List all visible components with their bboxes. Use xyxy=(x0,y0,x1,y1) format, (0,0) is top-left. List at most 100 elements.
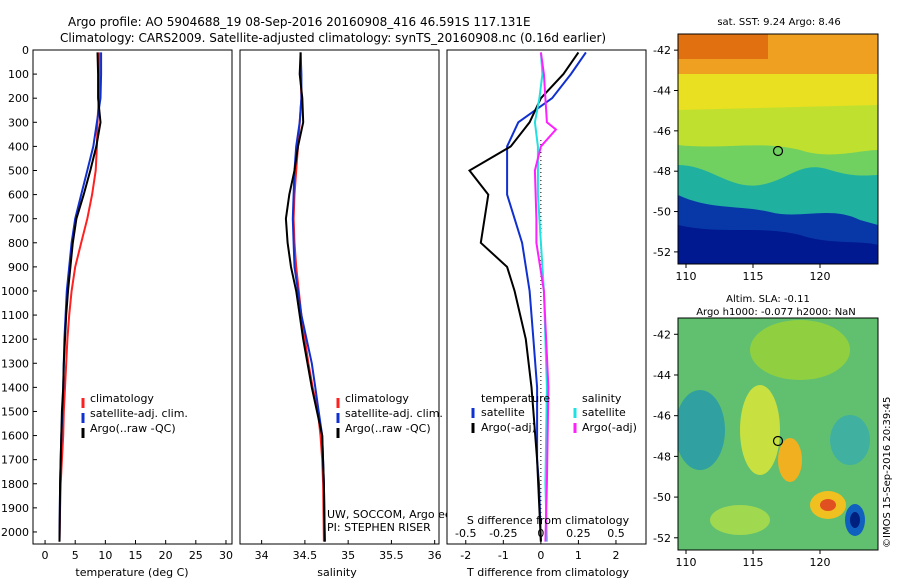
x-tick-label: 5 xyxy=(72,549,79,562)
s-tick-label: 0 xyxy=(537,527,544,540)
t-tick-label: 2 xyxy=(612,549,619,562)
sla-map-lon-ticks: 110 115 120 xyxy=(676,550,831,569)
salinity-xlabel: salinity xyxy=(317,566,357,579)
salinity-panel: 34 34.5 35 35.5 36 salinity climatology sate… xyxy=(239,49,497,579)
s-difference-label: S difference from climatology xyxy=(467,514,630,527)
sst-map-lon-ticks: 110 115 120 xyxy=(676,264,831,283)
sla-map-frame xyxy=(677,317,879,551)
lon-tick-label: 110 xyxy=(676,270,697,283)
series-line-argo-raw-qc- xyxy=(284,52,326,542)
legend-title-temperature: temperature xyxy=(481,392,550,405)
depth-tick-label: 1200 xyxy=(1,333,29,346)
x-tick-label: 35 xyxy=(341,549,355,562)
x-tick-label: 34.5 xyxy=(293,549,318,562)
lat-tick-label: -50 xyxy=(653,206,671,219)
x-tick-label: 20 xyxy=(159,549,173,562)
salinity-axis-ticks: 34 34.5 35 35.5 36 xyxy=(255,540,442,562)
lat-tick-label: -52 xyxy=(653,246,671,259)
sst-map-title: sat. SST: 9.24 Argo: 8.46 xyxy=(717,17,840,28)
depth-tick-label: 1800 xyxy=(1,478,29,491)
s-tick-label: 0.5 xyxy=(607,527,625,540)
depth-tick-label: 100 xyxy=(8,68,29,81)
header-title-line1: Argo profile: AO 5904688_19 08-Sep-2016 … xyxy=(68,15,531,29)
temperature-plot-frame xyxy=(32,49,233,545)
depth-tick-label: 1400 xyxy=(1,381,29,394)
depth-axis-ticks: 0 100 200 300 400 500 600 700 800 900 1000 1100 1200… xyxy=(1,44,37,539)
depth-tick-label: 1600 xyxy=(1,430,29,443)
lon-tick-label: 110 xyxy=(676,556,697,569)
sla-map-image xyxy=(678,318,878,550)
depth-tick-label: 300 xyxy=(8,116,29,129)
s-tick-label: -0.25 xyxy=(489,527,517,540)
temperature-axis-ticks: 0 5 10 15 20 25 30 xyxy=(42,540,233,562)
legend-argo: Argo(..raw -QC) xyxy=(345,422,431,435)
difference-series xyxy=(468,51,587,544)
series-line-satellite-adj-clim- xyxy=(291,52,326,542)
depth-tick-label: 1100 xyxy=(1,309,29,322)
t-tick-label: -1 xyxy=(498,549,509,562)
salinity-plot-frame xyxy=(239,49,440,545)
difference-panel: -2 -1 0 1 2 -0.5 -0.25 0 0.25 0.5 S difference fr… xyxy=(446,49,647,579)
depth-tick-label: 600 xyxy=(8,189,29,202)
series-line-s-argo-adj- xyxy=(533,52,558,542)
depth-tick-label: 900 xyxy=(8,261,29,274)
x-tick-label: 15 xyxy=(129,549,143,562)
legend-satellite: satellite-adj. clim. xyxy=(90,407,188,420)
legend-argo: Argo(..raw -QC) xyxy=(90,422,176,435)
lat-tick-label: -48 xyxy=(653,450,671,463)
temperature-panel: 0100200300400500600700800900100011001200… xyxy=(1,44,233,579)
series-line-climatology xyxy=(58,52,101,542)
argo-location-marker xyxy=(772,145,784,157)
argo-location-marker xyxy=(772,435,784,447)
lat-tick-label: -46 xyxy=(653,125,671,138)
legend-climatology: climatology xyxy=(90,392,154,405)
pi-name: PI: STEPHEN RISER xyxy=(327,521,431,534)
sst-map-image xyxy=(678,34,878,264)
legend-t-argo: Argo(-adj) xyxy=(481,421,536,434)
lat-tick-label: -44 xyxy=(653,84,671,97)
lon-tick-label: 115 xyxy=(743,556,764,569)
legend-satellite: satellite-adj. clim. xyxy=(345,407,443,420)
t-difference-label: T difference from climatology xyxy=(466,566,629,579)
difference-axis-ticks: -2 -1 0 1 2 -0.5 -0.25 0 0.25 0.5 xyxy=(455,527,625,562)
legend-climatology: climatology xyxy=(345,392,409,405)
legend-s-argo: Argo(-adj) xyxy=(582,421,637,434)
difference-legend: temperature satellite Argo(-adj) salinit… xyxy=(471,392,637,434)
salinity-legend: climatology satellite-adj. clim. Argo(..… xyxy=(336,392,443,438)
lon-tick-label: 120 xyxy=(810,556,831,569)
temperature-xlabel: temperature (deg C) xyxy=(75,566,188,579)
depth-tick-label: 500 xyxy=(8,164,29,177)
depth-tick-label: 400 xyxy=(8,140,29,153)
sla-map-lat-ticks: -42 -44 -46 -48 -50 -52 xyxy=(653,328,678,545)
sla-map-panel: Altim. SLA: -0.11 Argo h1000: -0.077 h20… xyxy=(653,294,879,569)
x-tick-label: 36 xyxy=(428,549,442,562)
depth-tick-label: 1700 xyxy=(1,454,29,467)
x-tick-label: 10 xyxy=(98,549,112,562)
imos-timestamp: ©IMOS 15-Sep-2016 20:39:45 xyxy=(882,397,893,548)
depth-tick-label: 2000 xyxy=(1,526,29,539)
x-tick-label: 35.5 xyxy=(379,549,404,562)
lat-tick-label: -46 xyxy=(653,410,671,423)
lat-tick-label: -50 xyxy=(653,491,671,504)
salinity-series xyxy=(284,52,326,542)
t-tick-label: 0 xyxy=(537,549,544,562)
lat-tick-label: -48 xyxy=(653,165,671,178)
lat-tick-label: -42 xyxy=(653,328,671,341)
header-title-line2: Climatology: CARS2009. Satellite-adjuste… xyxy=(60,31,606,45)
temperature-legend: climatology satellite-adj. clim. Argo(..… xyxy=(81,392,188,438)
legend-t-satellite: satellite xyxy=(481,406,525,419)
x-tick-label: 30 xyxy=(219,549,233,562)
sla-map-title2: Argo h1000: -0.077 h2000: NaN xyxy=(696,307,856,318)
sst-map-frame xyxy=(677,33,879,265)
s-tick-label: 0.25 xyxy=(566,527,591,540)
legend-title-salinity: salinity xyxy=(582,392,622,405)
depth-tick-label: 0 xyxy=(22,44,29,57)
t-tick-label: -2 xyxy=(460,549,471,562)
x-tick-label: 34 xyxy=(255,549,269,562)
sst-map-lat-ticks: -42 -44 -46 -48 -50 -52 xyxy=(653,44,678,259)
x-tick-label: 0 xyxy=(42,549,49,562)
series-line-argo-raw-qc- xyxy=(58,52,102,542)
sst-map-panel: sat. SST: 9.24 Argo: 8.46 -42 -44 -46 -48 -5… xyxy=(653,17,879,283)
x-tick-label: 25 xyxy=(189,549,203,562)
lon-tick-label: 115 xyxy=(743,270,764,283)
